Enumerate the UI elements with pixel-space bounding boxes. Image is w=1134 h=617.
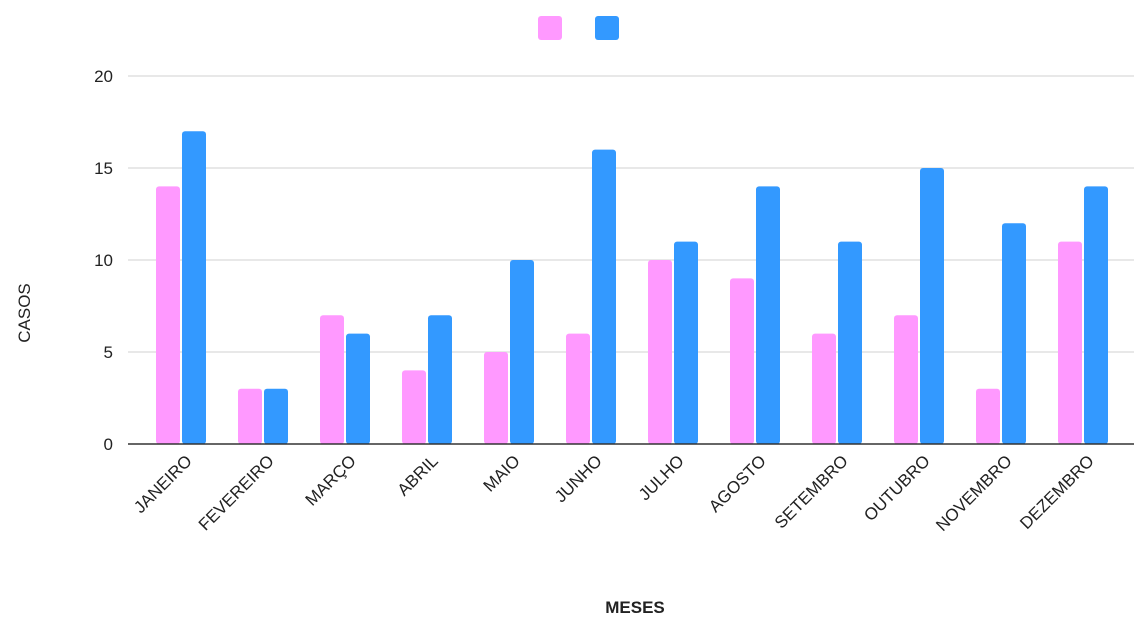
grid [128, 75, 1134, 353]
bar-series-1-março [320, 315, 344, 444]
bar-series-1-janeiro [156, 186, 180, 444]
bar-series-2-fevereiro [264, 388, 288, 444]
bar-series-2-março [346, 333, 370, 444]
bar-series-2-dezembro [1084, 186, 1108, 444]
bar-series-1-abril [402, 370, 426, 444]
bar-series-1-maio [484, 352, 508, 444]
bar-series-2-novembro [1002, 223, 1026, 444]
bar-series-1-agosto [730, 278, 754, 444]
y-tick-label: 10 [94, 251, 113, 270]
legend-swatch-series-2 [595, 16, 619, 40]
bar-series-2-janeiro [182, 131, 206, 444]
bars [156, 131, 1108, 444]
x-tick-label: MAIO [480, 451, 524, 495]
x-tick-label: JANEIRO [130, 451, 196, 517]
x-tick-label: AGOSTO [705, 451, 770, 516]
bar-series-1-dezembro [1058, 241, 1082, 444]
bar-series-1-junho [566, 333, 590, 444]
y-tick-label: 15 [94, 159, 113, 178]
y-tick-label: 0 [104, 435, 113, 454]
x-tick-label: JUNHO [551, 451, 606, 506]
legend-swatch-series-1 [538, 16, 562, 40]
bar-series-2-junho [592, 149, 616, 444]
bar-series-2-setembro [838, 241, 862, 444]
x-tick-label: ABRIL [394, 451, 442, 499]
x-tick-label: DEZEMBRO [1016, 451, 1098, 533]
x-tick-label: NOVEMBRO [932, 451, 1016, 535]
y-tick-label: 20 [94, 67, 113, 86]
x-tick-label: OUTUBRO [860, 451, 934, 525]
x-tick-label: JULHO [635, 451, 688, 504]
y-axis-title: CASOS [15, 283, 34, 343]
bar-series-1-fevereiro [238, 388, 262, 444]
legend [538, 16, 619, 40]
bar-series-2-outubro [920, 168, 944, 444]
bar-series-2-agosto [756, 186, 780, 444]
y-tick-label: 5 [104, 343, 113, 362]
x-tick-label: MARÇO [302, 451, 360, 509]
bar-series-2-abril [428, 315, 452, 444]
bar-series-2-julho [674, 241, 698, 444]
x-tick-label: FEVEREIRO [195, 451, 278, 534]
x-tick-label: SETEMBRO [771, 451, 852, 532]
bar-series-1-outubro [894, 315, 918, 444]
y-axis-ticks: 0 5 10 15 20 [94, 67, 113, 454]
bar-series-1-julho [648, 260, 672, 444]
bar-series-2-maio [510, 260, 534, 444]
x-axis-title: MESES [605, 598, 665, 617]
bar-series-1-novembro [976, 388, 1000, 444]
bar-series-1-setembro [812, 333, 836, 444]
x-axis-ticks: JANEIRO FEVEREIRO MARÇO ABRIL MAIO JUNHO JULHO… [130, 451, 1098, 535]
